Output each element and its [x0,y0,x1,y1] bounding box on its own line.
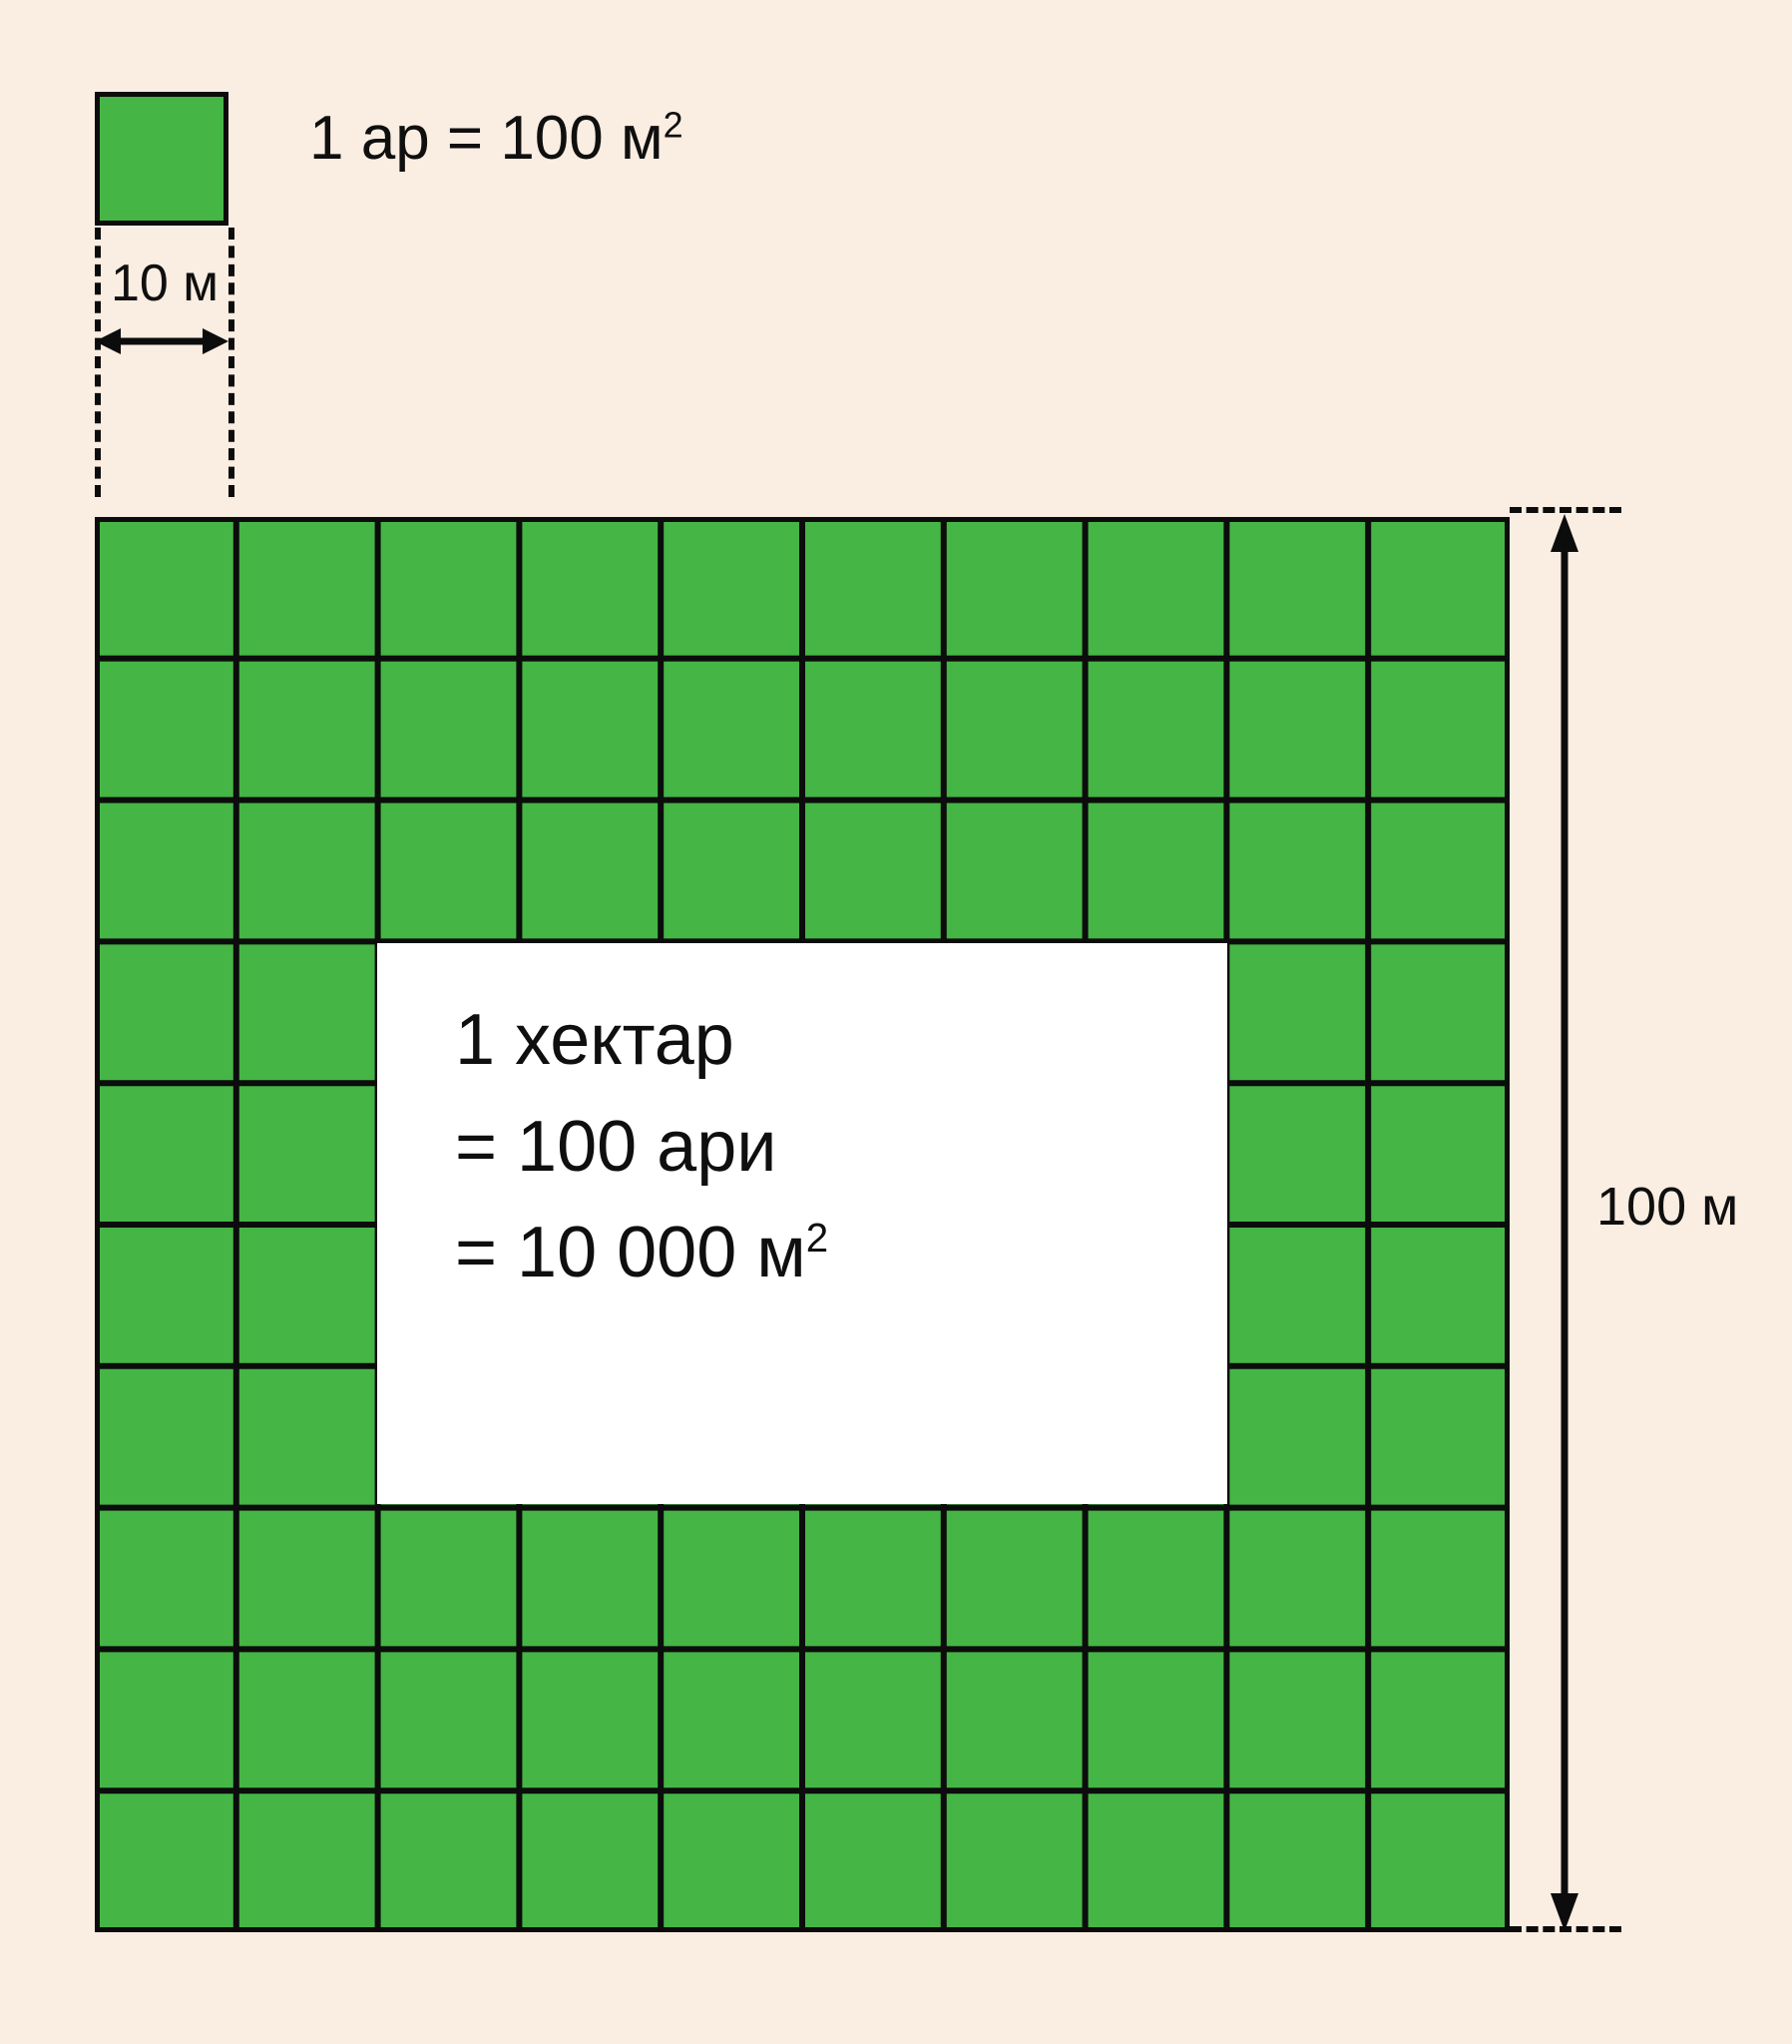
legend-label: 1 ар = 100 м2 [309,107,683,170]
height-dimension-label: 100 м [1596,1177,1739,1237]
callout-line-3: = 10 000 м2 [455,1200,1227,1306]
callout-line-3-text: = 10 000 м [455,1213,806,1293]
callout-line-2: = 100 ари [455,1106,777,1187]
legend-label-text: 1 ар = 100 м [309,104,664,173]
double-arrow-icon [95,324,228,358]
extension-line-bottom [1510,1926,1621,1932]
extension-line-top [1510,507,1621,513]
one-are-swatch [95,92,228,226]
double-arrow-vertical-icon [1545,514,1584,1931]
extension-line-left [95,228,101,497]
width-dimension-label: 10 м [110,255,220,312]
callout-line-1: 1 хектар [455,1000,734,1080]
hectare-callout-panel: 1 хектар = 100 ари = 10 000 м2 [377,943,1227,1504]
callout-line-3-superscript: 2 [805,1215,829,1262]
extension-line-right [228,228,234,497]
legend-label-superscript: 2 [663,104,683,146]
